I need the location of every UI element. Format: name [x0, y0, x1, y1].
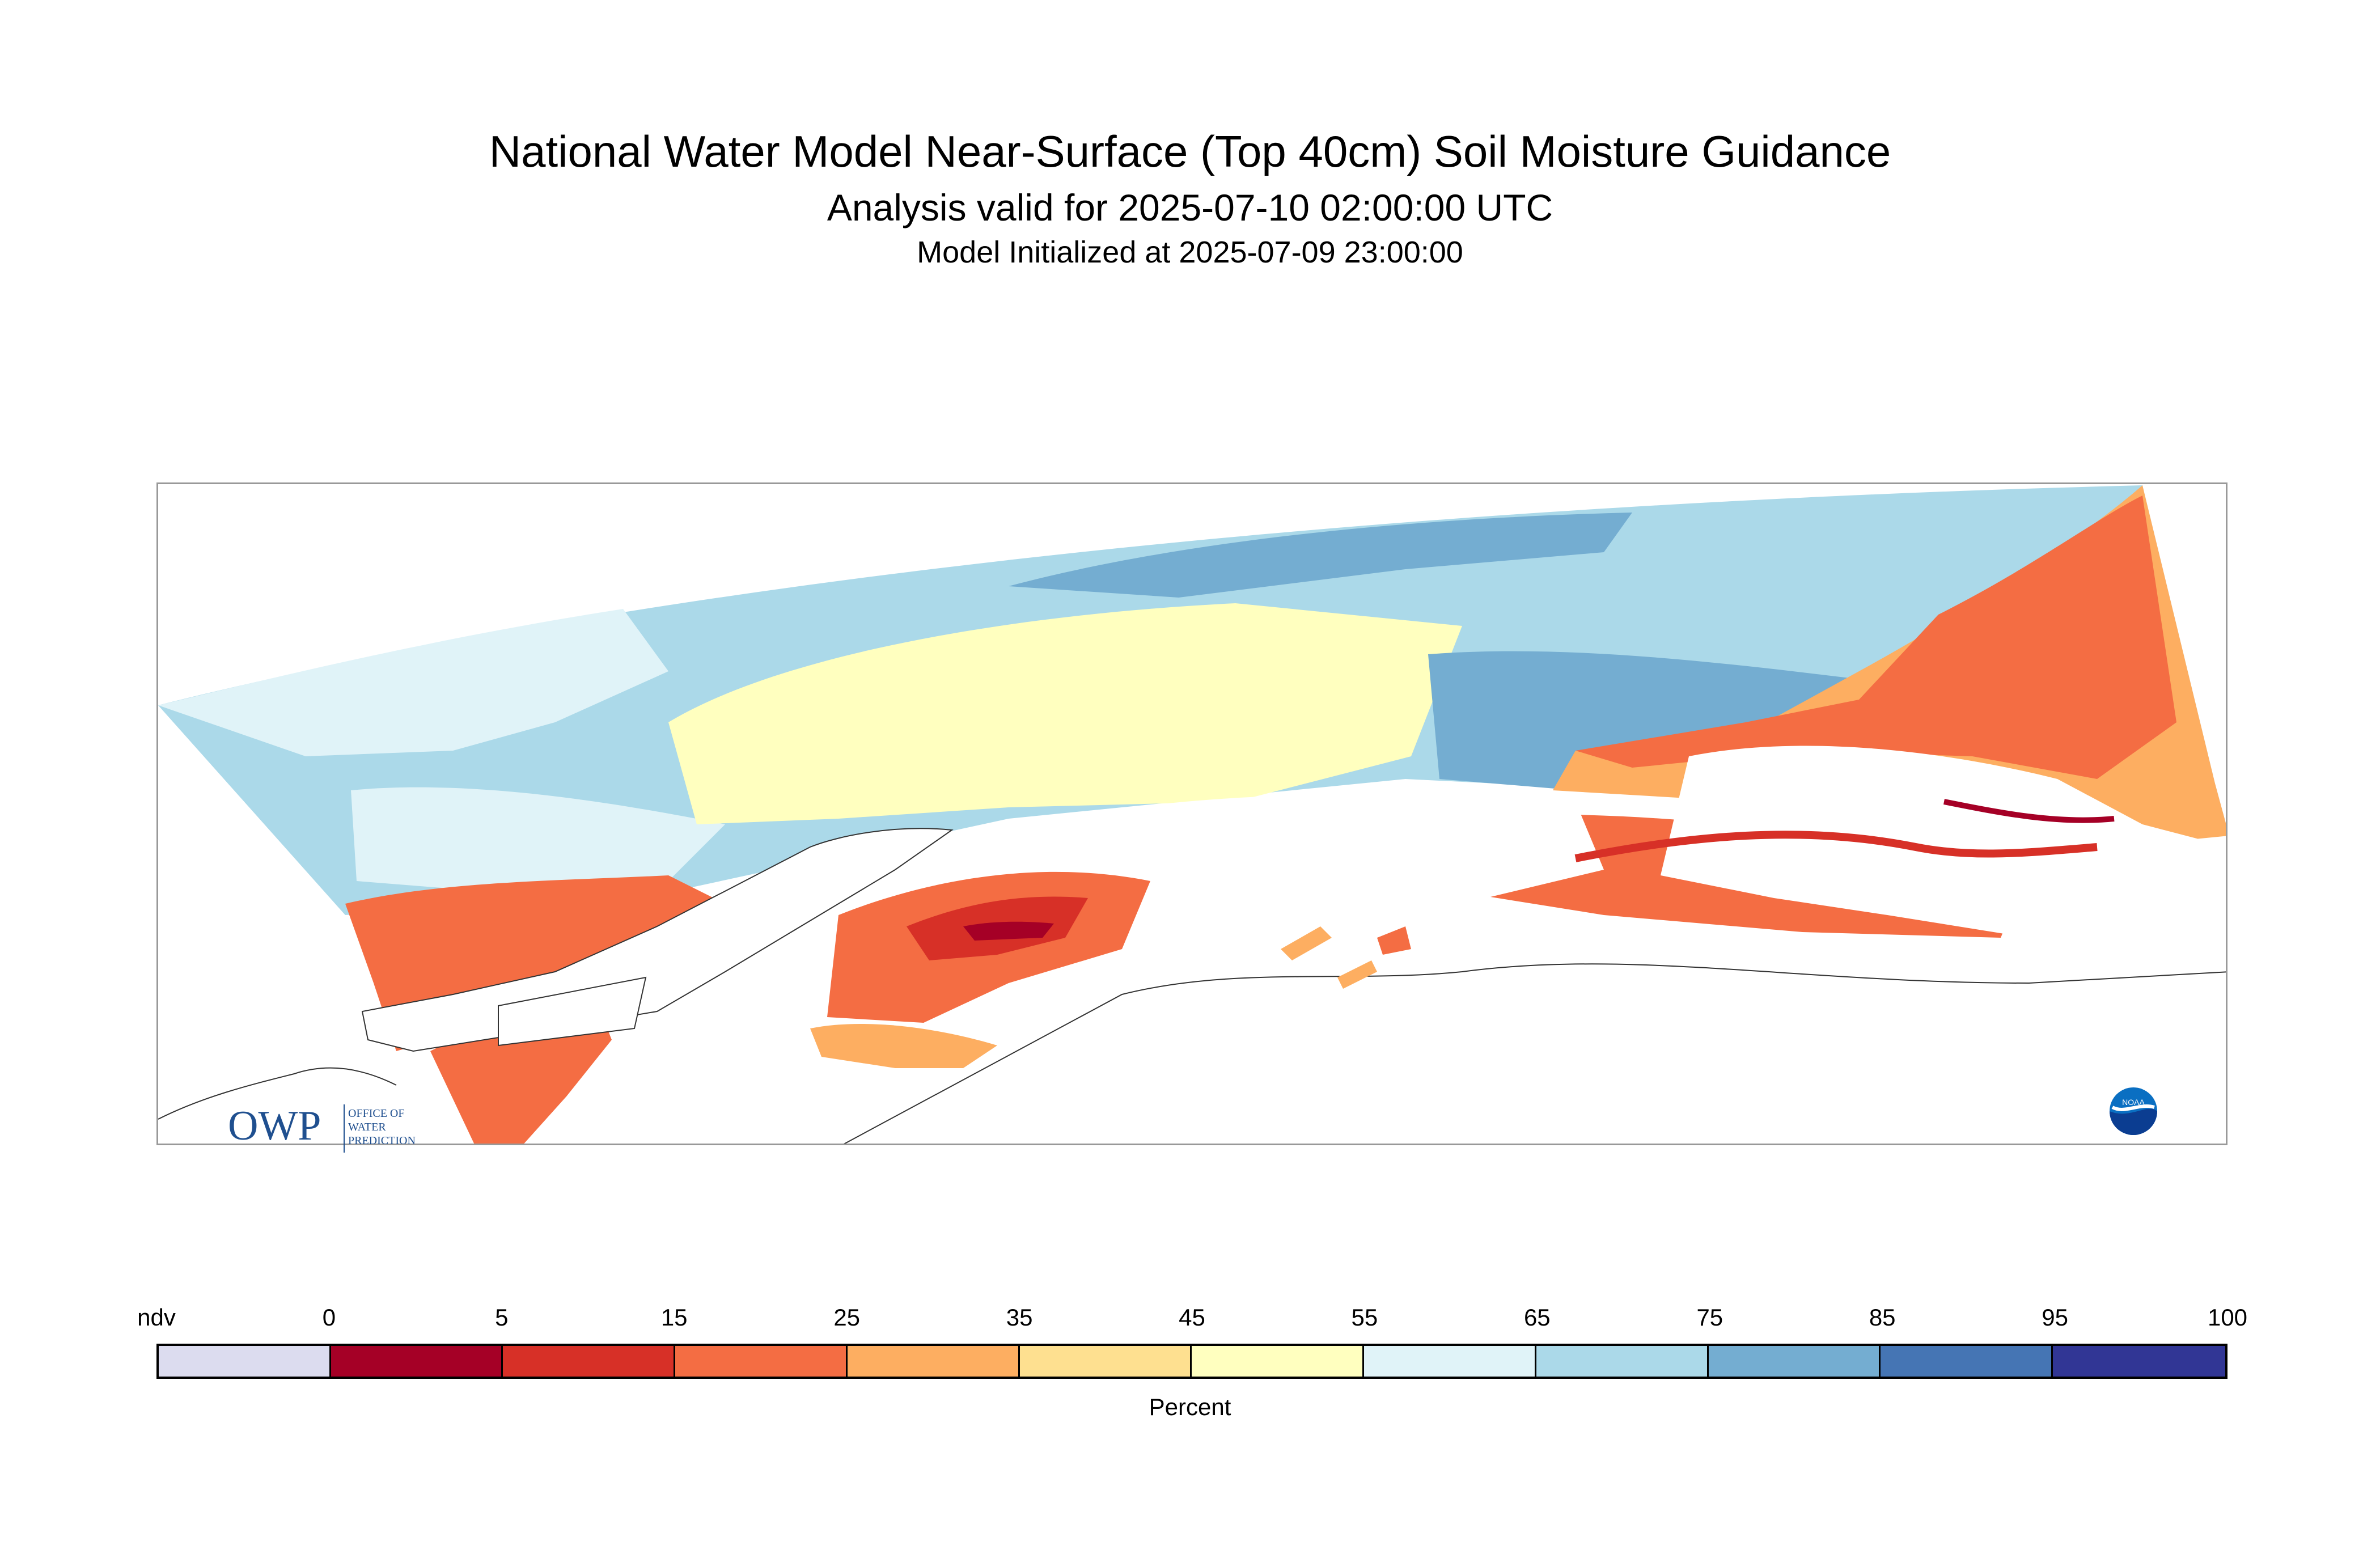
icefield-east	[1661, 746, 2226, 938]
legend-tick: 65	[1523, 1304, 1551, 1331]
legend-color-bin	[1881, 1346, 2053, 1377]
icefield-central	[1094, 794, 1604, 926]
blue-north-ridge	[1009, 513, 1632, 598]
legend-color-bin	[675, 1346, 848, 1377]
legend-color-bin	[1708, 1346, 1881, 1377]
init-time-subtitle: Model Initialized at 2025-07-09 23:00:00	[917, 235, 1463, 269]
legend-color-bin	[331, 1346, 503, 1377]
legend-tick: 35	[1006, 1304, 1033, 1331]
gulf-of-alaska	[844, 963, 2226, 1144]
legend-tick: 100	[2207, 1304, 2248, 1331]
owp-logo-line-3: PREDICTION	[348, 1134, 416, 1147]
legend-color-bin	[1536, 1346, 1709, 1377]
legend-color-bin	[503, 1346, 676, 1377]
legend-tick: ndv	[137, 1304, 176, 1331]
pale-blue-zone-2	[351, 787, 725, 892]
legend-color-bin	[847, 1346, 1020, 1377]
owp-logo-mark: OWP	[228, 1103, 321, 1149]
owp-logo-line-2: WATER	[348, 1121, 386, 1133]
pale-blue-zone	[158, 609, 668, 756]
owp-logo-line-1: OFFICE OF	[348, 1107, 404, 1120]
kamishak-bay	[498, 976, 647, 1047]
island-3	[1337, 960, 1377, 989]
river-red-streak-2	[1943, 799, 2115, 823]
valid-time-subtitle: Analysis valid for 2025-07-10 02:00:00 U…	[827, 187, 1553, 228]
island-1	[1281, 926, 1332, 960]
legend-tick: 95	[2042, 1304, 2068, 1331]
legend-color-bin	[1364, 1346, 1536, 1377]
legend-tick: 85	[1869, 1304, 1896, 1331]
soil-moisture-map	[158, 485, 2226, 1144]
owp-logo: OWP OFFICE OF WATER PREDICTION	[228, 1103, 416, 1153]
legend-colorbar	[156, 1344, 2227, 1379]
map-panel	[156, 482, 2227, 1145]
legend-color-bin	[1019, 1346, 1192, 1377]
legend-tick: 75	[1696, 1304, 1723, 1331]
peninsula-tip	[810, 1023, 997, 1068]
legend-unit-label: Percent	[1149, 1394, 1231, 1420]
legend-tick: 5	[495, 1304, 509, 1331]
red-orange-east	[1576, 496, 2176, 779]
cook-inlet	[361, 828, 954, 1052]
noaa-logo: NOAA	[2110, 1087, 2157, 1135]
legend-tick: 55	[1351, 1304, 1378, 1331]
legend-color-bin	[1192, 1346, 1365, 1377]
legend-color-bin	[2053, 1346, 2225, 1377]
kodiak-coast	[158, 1067, 397, 1120]
peninsula-dark-red	[963, 921, 1054, 941]
island-2	[1377, 926, 1411, 955]
yellow-zone	[668, 603, 1462, 824]
map-title: National Water Model Near-Surface (Top 4…	[489, 126, 1891, 176]
river-red-streak	[1574, 831, 2098, 862]
legend-tick: 15	[660, 1304, 688, 1331]
legend-tick: 0	[322, 1304, 336, 1331]
noaa-logo-text: NOAA	[2122, 1098, 2145, 1107]
legend-color-bin	[159, 1346, 331, 1377]
legend-tick: 25	[833, 1304, 861, 1331]
legend-tick: 45	[1179, 1304, 1205, 1331]
